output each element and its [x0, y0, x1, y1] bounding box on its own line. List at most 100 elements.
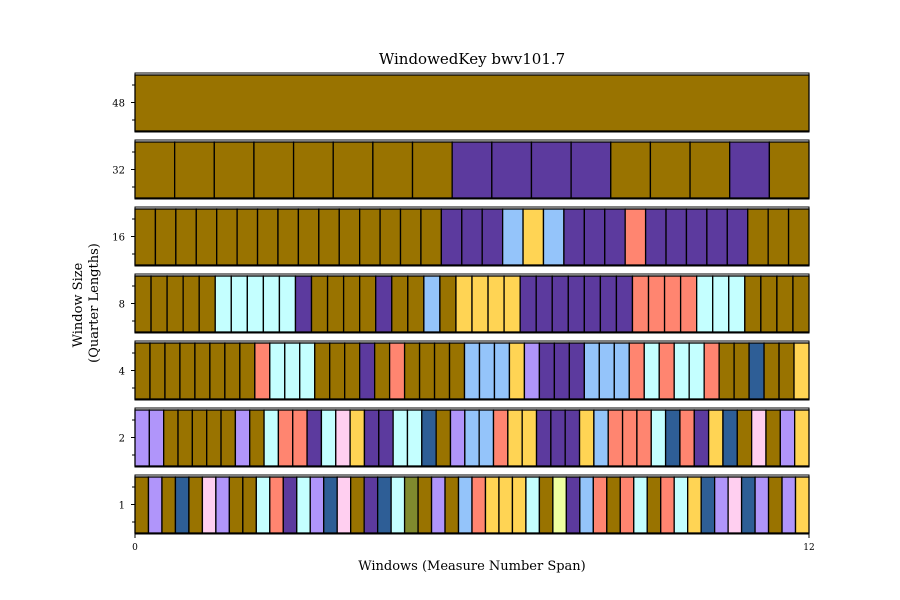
y-tick-label: 48 — [112, 99, 125, 110]
cell — [163, 409, 179, 467]
cell — [689, 141, 731, 199]
y-tick-label: 32 — [112, 166, 125, 177]
cell — [763, 342, 780, 400]
cell — [484, 476, 500, 534]
cell — [173, 141, 215, 199]
cell — [673, 476, 689, 534]
cell — [535, 275, 553, 333]
cell — [282, 476, 298, 534]
cell — [249, 409, 265, 467]
cell — [507, 409, 523, 467]
cell — [154, 208, 177, 266]
cell — [391, 275, 409, 333]
row-2: 2 — [119, 407, 810, 468]
cell — [636, 409, 652, 467]
cell — [706, 208, 728, 266]
cell — [660, 476, 675, 534]
cell — [779, 409, 796, 467]
cell — [570, 141, 612, 199]
cell — [388, 342, 406, 400]
cell — [563, 208, 585, 266]
cell — [658, 342, 675, 400]
cell — [457, 476, 473, 534]
cell — [403, 476, 419, 534]
row-16: 16 — [112, 206, 810, 267]
cell — [498, 476, 514, 534]
cell — [593, 409, 609, 467]
cell — [491, 141, 533, 199]
cell — [195, 208, 218, 266]
cell — [542, 208, 565, 266]
cell — [439, 275, 457, 333]
cell — [525, 476, 541, 534]
cell — [583, 342, 600, 400]
cell — [519, 275, 537, 333]
cell — [188, 476, 204, 534]
cell — [726, 208, 749, 266]
cell — [134, 342, 151, 400]
chart-title: WindowedKey bwv101.7 — [379, 50, 565, 68]
cell — [256, 208, 279, 266]
cell — [478, 342, 496, 400]
cell — [149, 342, 166, 400]
cell — [765, 409, 781, 467]
cell — [599, 275, 618, 333]
cell — [624, 208, 647, 266]
cell — [703, 342, 720, 400]
cell — [679, 275, 698, 333]
cell — [592, 476, 608, 534]
cell — [535, 409, 552, 467]
cell — [631, 275, 650, 333]
cell — [606, 476, 621, 534]
cell — [792, 275, 810, 333]
cell — [349, 409, 366, 467]
cell — [621, 409, 638, 467]
cell — [744, 275, 762, 333]
cell — [619, 476, 635, 534]
cell — [767, 208, 790, 266]
cell — [550, 409, 566, 467]
cell — [733, 342, 750, 400]
y-axis-label-line2: (Quarter Lengths) — [87, 243, 102, 363]
cell — [718, 342, 735, 400]
cell — [615, 275, 634, 333]
cell — [665, 208, 688, 266]
cell — [234, 409, 251, 467]
cell — [376, 476, 392, 534]
cell — [707, 409, 724, 467]
cell — [492, 409, 509, 467]
cell — [643, 342, 660, 400]
cell — [242, 476, 257, 534]
cell — [461, 208, 483, 266]
cell — [451, 141, 493, 199]
cell — [411, 141, 453, 199]
y-tick-label: 4 — [119, 367, 125, 378]
cell — [522, 208, 545, 266]
cell — [713, 476, 729, 534]
cell — [417, 476, 433, 534]
cell — [610, 141, 652, 199]
cell — [320, 409, 337, 467]
cell — [134, 409, 150, 467]
cell — [161, 476, 177, 534]
cell — [406, 409, 423, 467]
cell — [215, 476, 231, 534]
cell — [254, 342, 271, 400]
y-tick-label: 1 — [119, 501, 125, 512]
cell — [269, 476, 284, 534]
cell — [787, 208, 810, 266]
cell — [693, 409, 710, 467]
cell — [551, 275, 569, 333]
cell — [214, 275, 232, 333]
cell — [314, 342, 331, 400]
cell — [647, 275, 666, 333]
cell — [728, 275, 746, 333]
cell — [471, 476, 487, 534]
cell — [449, 409, 466, 467]
cell — [776, 275, 794, 333]
y-tick-label: 8 — [119, 300, 125, 311]
cell — [206, 409, 222, 467]
cell — [407, 275, 425, 333]
cell — [448, 342, 466, 400]
cell — [209, 342, 226, 400]
